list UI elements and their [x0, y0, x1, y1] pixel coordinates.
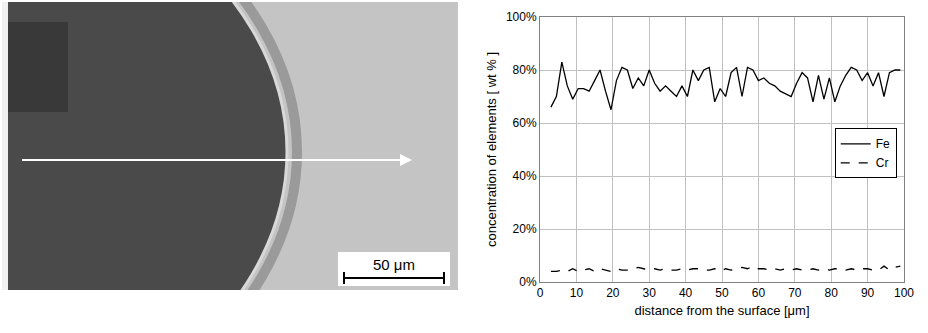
svg-text:80: 80: [825, 286, 839, 300]
svg-text:40: 40: [679, 286, 693, 300]
svg-text:80%: 80%: [513, 63, 537, 77]
svg-text:10: 10: [570, 286, 584, 300]
svg-text:30: 30: [643, 286, 657, 300]
svg-text:distance from the surface [μm]: distance from the surface [μm]: [634, 303, 809, 318]
svg-text:70: 70: [788, 286, 802, 300]
svg-text:0%: 0%: [519, 275, 537, 289]
svg-text:90: 90: [861, 286, 875, 300]
svg-text:40%: 40%: [513, 169, 537, 183]
svg-text:50: 50: [715, 286, 729, 300]
svg-text:Cr: Cr: [876, 156, 889, 170]
svg-text:100: 100: [894, 286, 914, 300]
svg-text:Fe: Fe: [876, 137, 890, 151]
svg-text:100%: 100%: [506, 10, 537, 24]
svg-text:60%: 60%: [513, 116, 537, 130]
svg-text:50 μm: 50 μm: [373, 256, 415, 273]
svg-text:60: 60: [752, 286, 766, 300]
svg-text:20: 20: [606, 286, 620, 300]
svg-text:20%: 20%: [513, 222, 537, 236]
svg-text:concentration of elements [ wt: concentration of elements [ wt % ]: [484, 52, 499, 247]
svg-text:0: 0: [537, 286, 544, 300]
